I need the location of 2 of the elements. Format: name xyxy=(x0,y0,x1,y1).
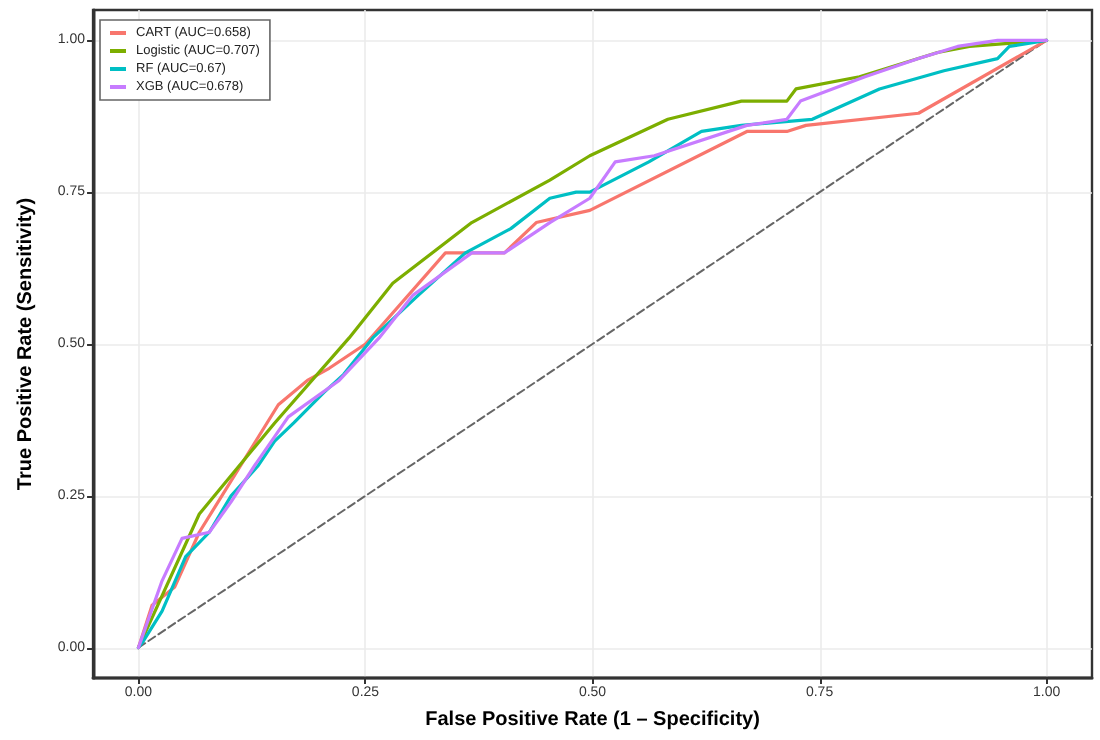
y-axis-title: True Positive Rate (Sensitivity) xyxy=(15,197,37,491)
x-axis-title: False Positive Rate (1 – Specificity) xyxy=(425,709,760,731)
